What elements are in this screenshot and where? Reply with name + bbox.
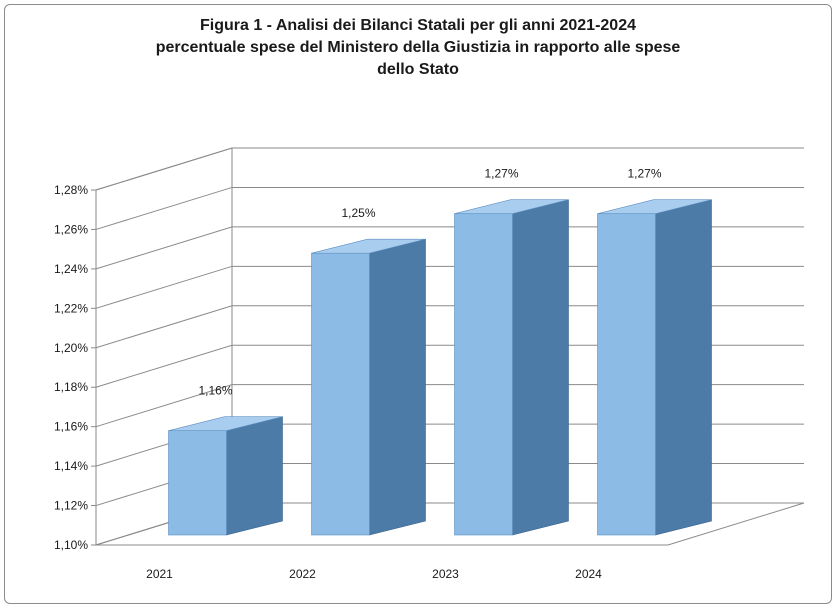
chart-title-line-3: dello Stato [377,61,459,78]
bar-side [369,238,426,536]
data-label: 1,27% [484,167,518,181]
x-category-label: 2024 [575,567,602,581]
bar-top [597,199,712,215]
x-category-label: 2023 [432,567,459,581]
y-tick-label: 1,24% [54,262,88,276]
chart-title-line-1: Figura 1 - Analisi dei Bilanci Statali p… [200,17,636,34]
bars [168,199,712,536]
y-tick-label: 1,14% [54,459,88,473]
y-tick-label: 1,20% [54,341,88,355]
bar-front [454,213,513,536]
bar-side [512,199,569,536]
bar-top [311,238,426,254]
bar-side [655,199,712,536]
y-tick-label: 1,22% [54,301,88,315]
bar-side [226,416,283,536]
data-label: 1,16% [198,384,232,398]
x-category-label: 2022 [289,567,316,581]
chart-title-line-2: percentuale spese del Ministero della Gi… [155,39,681,56]
y-axis-ticks: 1,10% 1,12% 1,14% 1,16% 1,18% 1,20% 1,22% 1,24%… [54,183,97,552]
bar-top [168,416,283,431]
y-tick-label: 1,28% [54,183,88,197]
bar-front [311,252,370,536]
y-tick-label: 1,12% [54,499,88,513]
data-labels: 1,16% 1,25% 1,27% 1,27% [198,167,661,398]
data-label: 1,27% [627,167,661,181]
gridline [95,186,804,230]
y-tick-label: 1,10% [54,538,88,552]
chart-title: Figura 1 - Analisi dei Bilanci Statali p… [65,15,771,81]
gridline [95,147,804,191]
bar-front [597,213,656,536]
bar-front [168,430,227,536]
y-tick-label: 1,18% [54,380,88,394]
y-tick-label: 1,16% [54,420,88,434]
x-category-label: 2021 [146,567,173,581]
bar-top [454,199,569,215]
data-label: 1,25% [341,206,375,220]
x-axis-categories: 2021 2022 2023 2024 [146,567,602,581]
y-tick-label: 1,26% [54,222,88,236]
